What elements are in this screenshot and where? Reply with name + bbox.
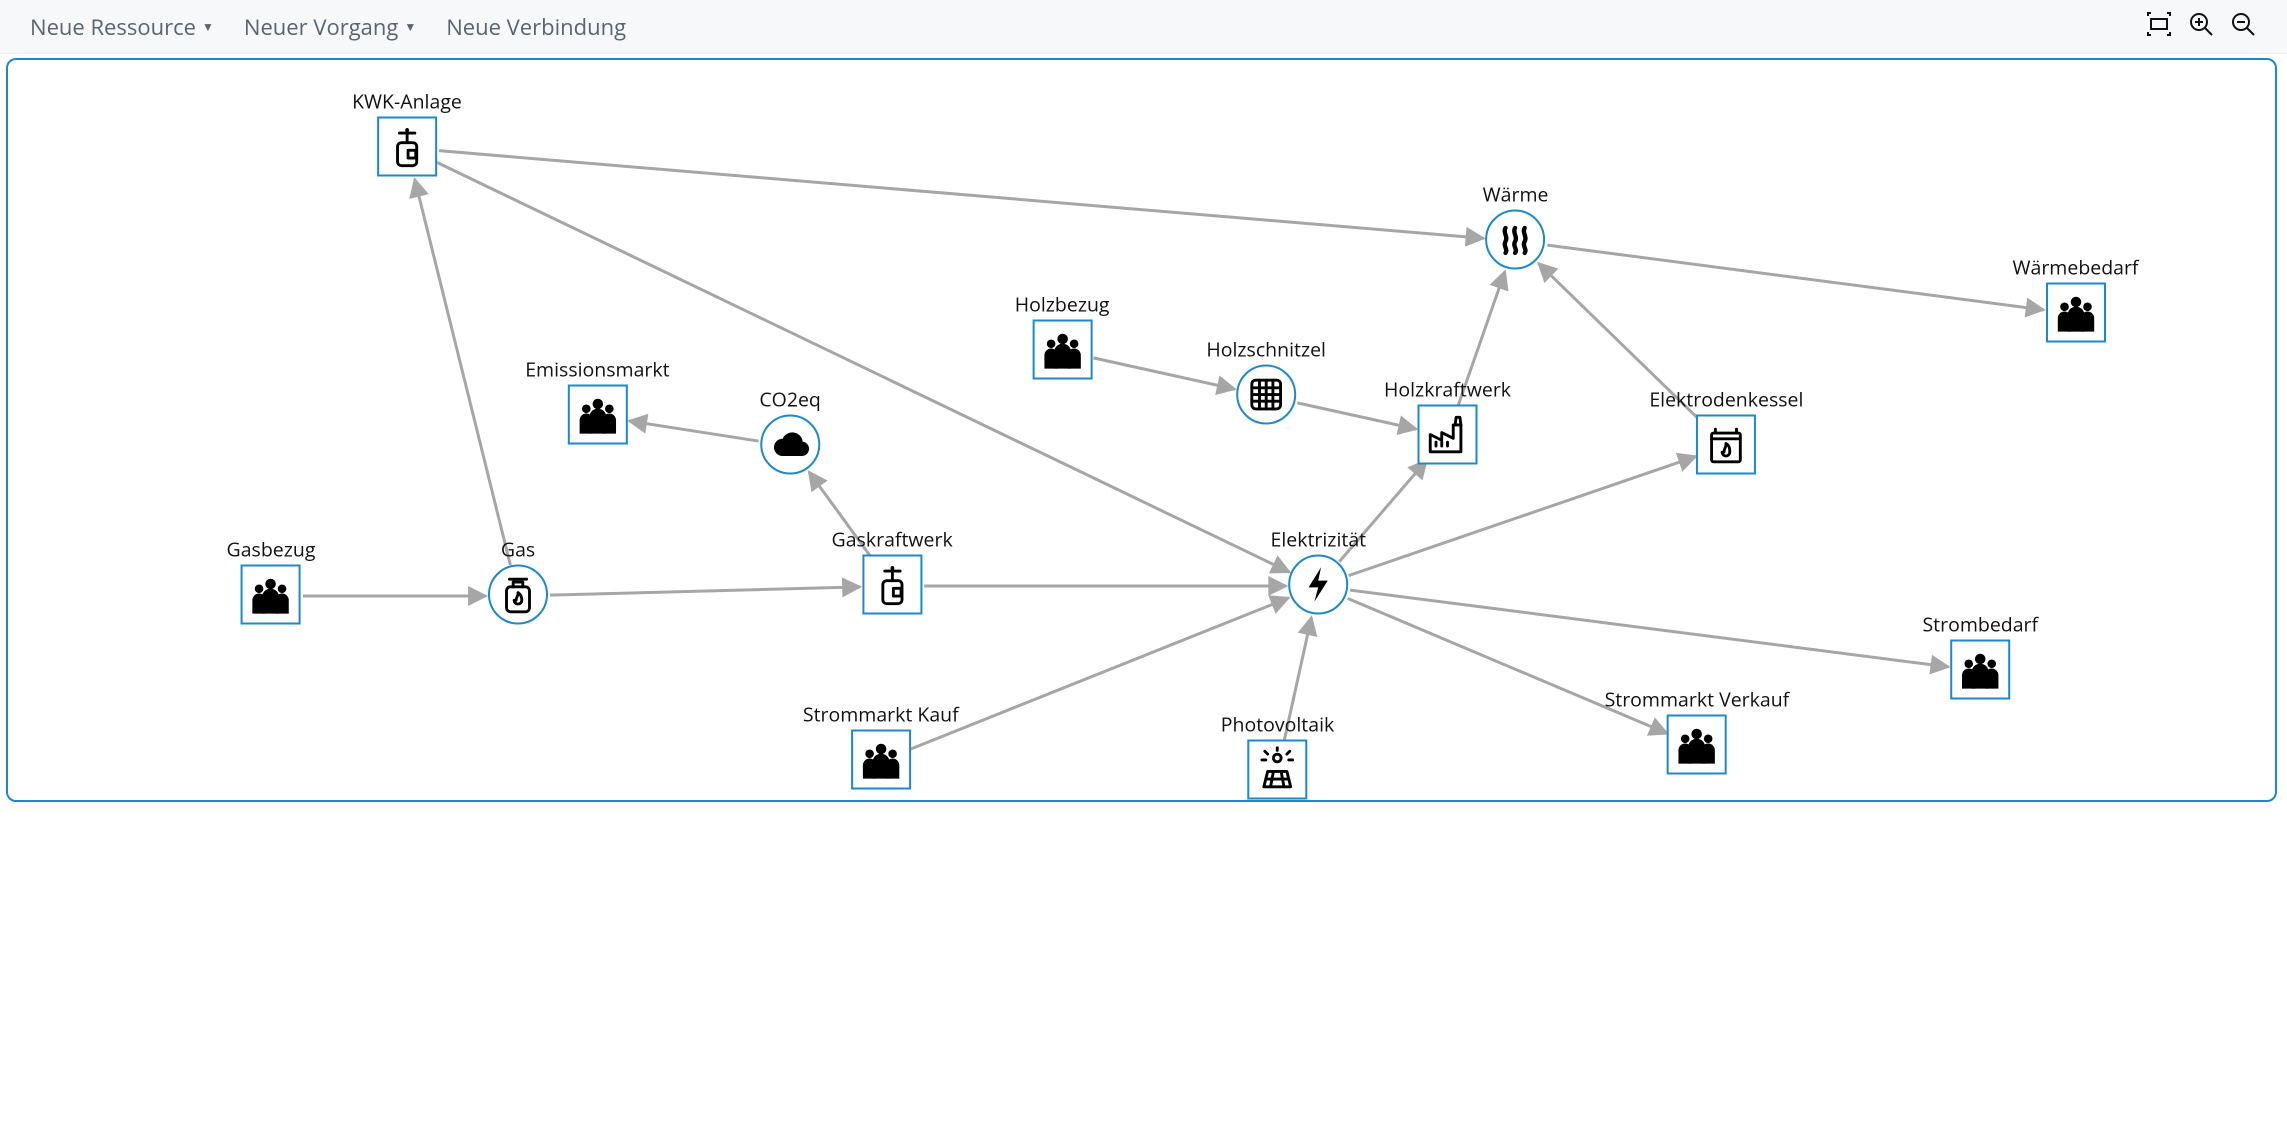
node-holzschnitzel[interactable]: Holzschnitzel — [1206, 336, 1326, 425]
solar-icon — [1248, 740, 1308, 800]
node-label: Wärmebedarf — [2013, 254, 2139, 281]
edge-waerme-to-waermebedarf — [1547, 245, 2043, 310]
node-elektrizitaet[interactable]: Elektrizität — [1271, 526, 1367, 615]
campstove-icon — [862, 555, 922, 615]
factory-icon — [1418, 405, 1478, 465]
zoom-in-icon[interactable] — [2187, 10, 2215, 43]
node-label: CO2eq — [759, 386, 820, 413]
node-emissionsmarkt[interactable]: Emissionsmarkt — [525, 356, 669, 445]
people-icon — [567, 385, 627, 445]
chevron-down-icon: ▼ — [404, 18, 416, 35]
node-label: Elektrodenkessel — [1649, 386, 1803, 413]
node-label: Gasbezug — [227, 536, 316, 563]
node-kwk[interactable]: KWK-Anlage — [352, 88, 462, 177]
grid-icon — [1236, 365, 1296, 425]
node-label: KWK-Anlage — [352, 88, 462, 115]
node-label: Photovoltaik — [1221, 711, 1334, 738]
campstove-icon — [377, 117, 437, 177]
node-label: Wärme — [1483, 181, 1549, 208]
node-strommarktkauf[interactable]: Strommarkt Kauf — [803, 701, 959, 790]
node-label: Emissionsmarkt — [525, 356, 669, 383]
node-label: Gaskraftwerk — [832, 526, 953, 553]
node-label: Elektrizität — [1271, 526, 1367, 553]
node-label: Holzbezug — [1015, 291, 1110, 318]
new-process-dropdown[interactable]: Neuer Vorgang ▼ — [244, 12, 416, 42]
node-strombedarf[interactable]: Strombedarf — [1922, 611, 2038, 700]
people-icon — [1032, 320, 1092, 380]
boiler-icon — [1696, 415, 1756, 475]
node-label: Holzschnitzel — [1206, 336, 1326, 363]
node-strommarktverkauf[interactable]: Strommarkt Verkauf — [1605, 686, 1790, 775]
people-icon — [241, 565, 301, 625]
edge-gas-to-kwk — [415, 179, 511, 565]
edge-gas-to-gaskraftwerk — [550, 587, 860, 595]
node-gaskraftwerk[interactable]: Gaskraftwerk — [832, 526, 953, 615]
node-label: Strommarkt Verkauf — [1605, 686, 1790, 713]
node-photovoltaik[interactable]: Photovoltaik — [1221, 711, 1334, 800]
chevron-down-icon: ▼ — [202, 18, 214, 35]
node-holzbezug[interactable]: Holzbezug — [1015, 291, 1110, 380]
people-icon — [851, 730, 911, 790]
node-holzkraftwerk[interactable]: Holzkraftwerk — [1384, 376, 1511, 465]
node-waerme[interactable]: Wärme — [1483, 181, 1549, 270]
node-waermebedarf[interactable]: Wärmebedarf — [2013, 254, 2139, 343]
node-gas[interactable]: Gas — [488, 536, 548, 625]
cloud-icon — [760, 415, 820, 475]
node-label: Strombedarf — [1922, 611, 2038, 638]
bolt-icon — [1288, 555, 1348, 615]
new-connection-button[interactable]: Neue Verbindung — [446, 12, 626, 42]
people-icon — [1667, 715, 1727, 775]
new-resource-dropdown[interactable]: Neue Ressource ▼ — [30, 12, 214, 42]
zoom-out-icon[interactable] — [2229, 10, 2257, 43]
diagram-canvas[interactable]: KWK-Anlage Gasbezug Gas — [6, 58, 2277, 802]
new-connection-label: Neue Verbindung — [446, 12, 626, 42]
heatwaves-icon — [1486, 210, 1546, 270]
people-icon — [1950, 640, 2010, 700]
node-co2eq[interactable]: CO2eq — [759, 386, 820, 475]
new-process-label: Neuer Vorgang — [244, 12, 398, 42]
new-resource-label: Neue Ressource — [30, 12, 196, 42]
toolbar: Neue Ressource ▼ Neuer Vorgang ▼ Neue Ve… — [0, 0, 2287, 54]
fit-to-screen-icon[interactable] — [2145, 10, 2173, 43]
gastank-icon — [488, 565, 548, 625]
node-label: Strommarkt Kauf — [803, 701, 959, 728]
node-gasbezug[interactable]: Gasbezug — [227, 536, 316, 625]
node-label: Gas — [501, 536, 535, 563]
edge-elektrizitaet-to-elektrodenkessel — [1349, 456, 1697, 575]
node-elektrodenkessel[interactable]: Elektrodenkessel — [1649, 386, 1803, 475]
edge-elektrizitaet-to-strombedarf — [1350, 590, 1948, 667]
edge-kwk-to-waerme — [439, 151, 1484, 239]
node-label: Holzkraftwerk — [1384, 376, 1511, 403]
people-icon — [2046, 283, 2106, 343]
